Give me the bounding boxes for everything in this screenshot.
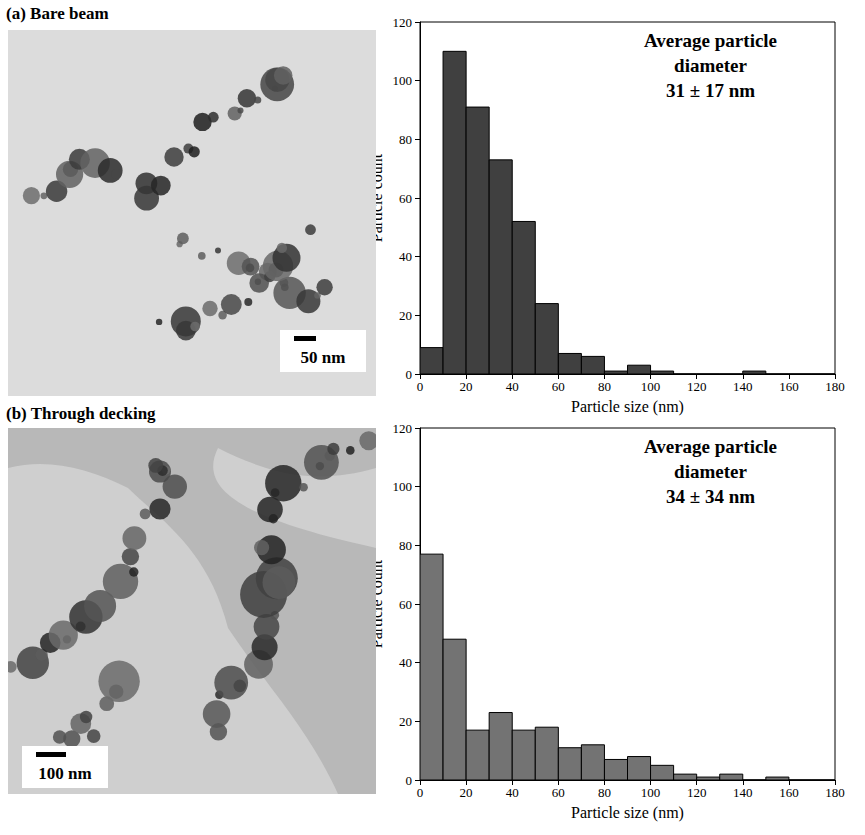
- svg-text:20: 20: [399, 308, 412, 323]
- html-text:(a) Bare beam: (a) Bare beam: [6, 4, 109, 23]
- svg-text:80: 80: [399, 132, 412, 147]
- svg-text:40: 40: [399, 655, 412, 670]
- svg-text:40: 40: [506, 785, 519, 800]
- svg-text:120: 120: [393, 421, 413, 436]
- svg-text:40: 40: [399, 249, 412, 264]
- svg-text:31 ± 17 nm: 31 ± 17 nm: [666, 80, 755, 101]
- svg-text:60: 60: [399, 597, 412, 612]
- svg-text:diameter: diameter: [674, 461, 747, 482]
- svg-text:60: 60: [552, 785, 565, 800]
- svg-text:0: 0: [417, 785, 424, 800]
- svg-text:20: 20: [399, 714, 412, 729]
- svg-text:120: 120: [687, 785, 707, 800]
- svg-text:34 ± 34 nm: 34 ± 34 nm: [666, 486, 755, 507]
- svg-text:40: 40: [506, 379, 519, 394]
- svg-text:20: 20: [460, 785, 473, 800]
- svg-text:80: 80: [399, 538, 412, 553]
- svg-text:60: 60: [399, 191, 412, 206]
- svg-text:100: 100: [641, 379, 661, 394]
- svg-text:180: 180: [825, 379, 845, 394]
- svg-text:Average particle: Average particle: [644, 30, 777, 51]
- svg-text:80: 80: [598, 785, 611, 800]
- svg-text:0: 0: [406, 773, 413, 788]
- svg-text:140: 140: [733, 379, 753, 394]
- svg-text:20: 20: [460, 379, 473, 394]
- svg-text:Particle count: Particle count: [367, 559, 385, 649]
- svg-text:diameter: diameter: [674, 55, 747, 76]
- svg-text:120: 120: [393, 15, 413, 30]
- svg-text:Average particle: Average particle: [644, 436, 777, 457]
- svg-text:160: 160: [779, 785, 799, 800]
- svg-text:160: 160: [779, 379, 799, 394]
- svg-text:100: 100: [393, 73, 413, 88]
- svg-text:50 nm: 50 nm: [301, 348, 346, 367]
- svg-text:60: 60: [552, 379, 565, 394]
- svg-text:80: 80: [598, 379, 611, 394]
- svg-text:140: 140: [733, 785, 753, 800]
- svg-text:120: 120: [687, 379, 707, 394]
- svg-text:100 nm: 100 nm: [38, 764, 91, 783]
- svg-text:Particle size (nm): Particle size (nm): [571, 804, 684, 822]
- svg-text:100: 100: [393, 479, 413, 494]
- svg-text:0: 0: [406, 367, 413, 382]
- html-text:(b) Through decking: (b) Through decking: [6, 404, 156, 423]
- svg-text:180: 180: [825, 785, 845, 800]
- svg-text:0: 0: [417, 379, 424, 394]
- svg-text:Particle count: Particle count: [367, 153, 385, 243]
- svg-text:Particle size (nm): Particle size (nm): [571, 398, 684, 416]
- svg-text:100: 100: [641, 785, 661, 800]
